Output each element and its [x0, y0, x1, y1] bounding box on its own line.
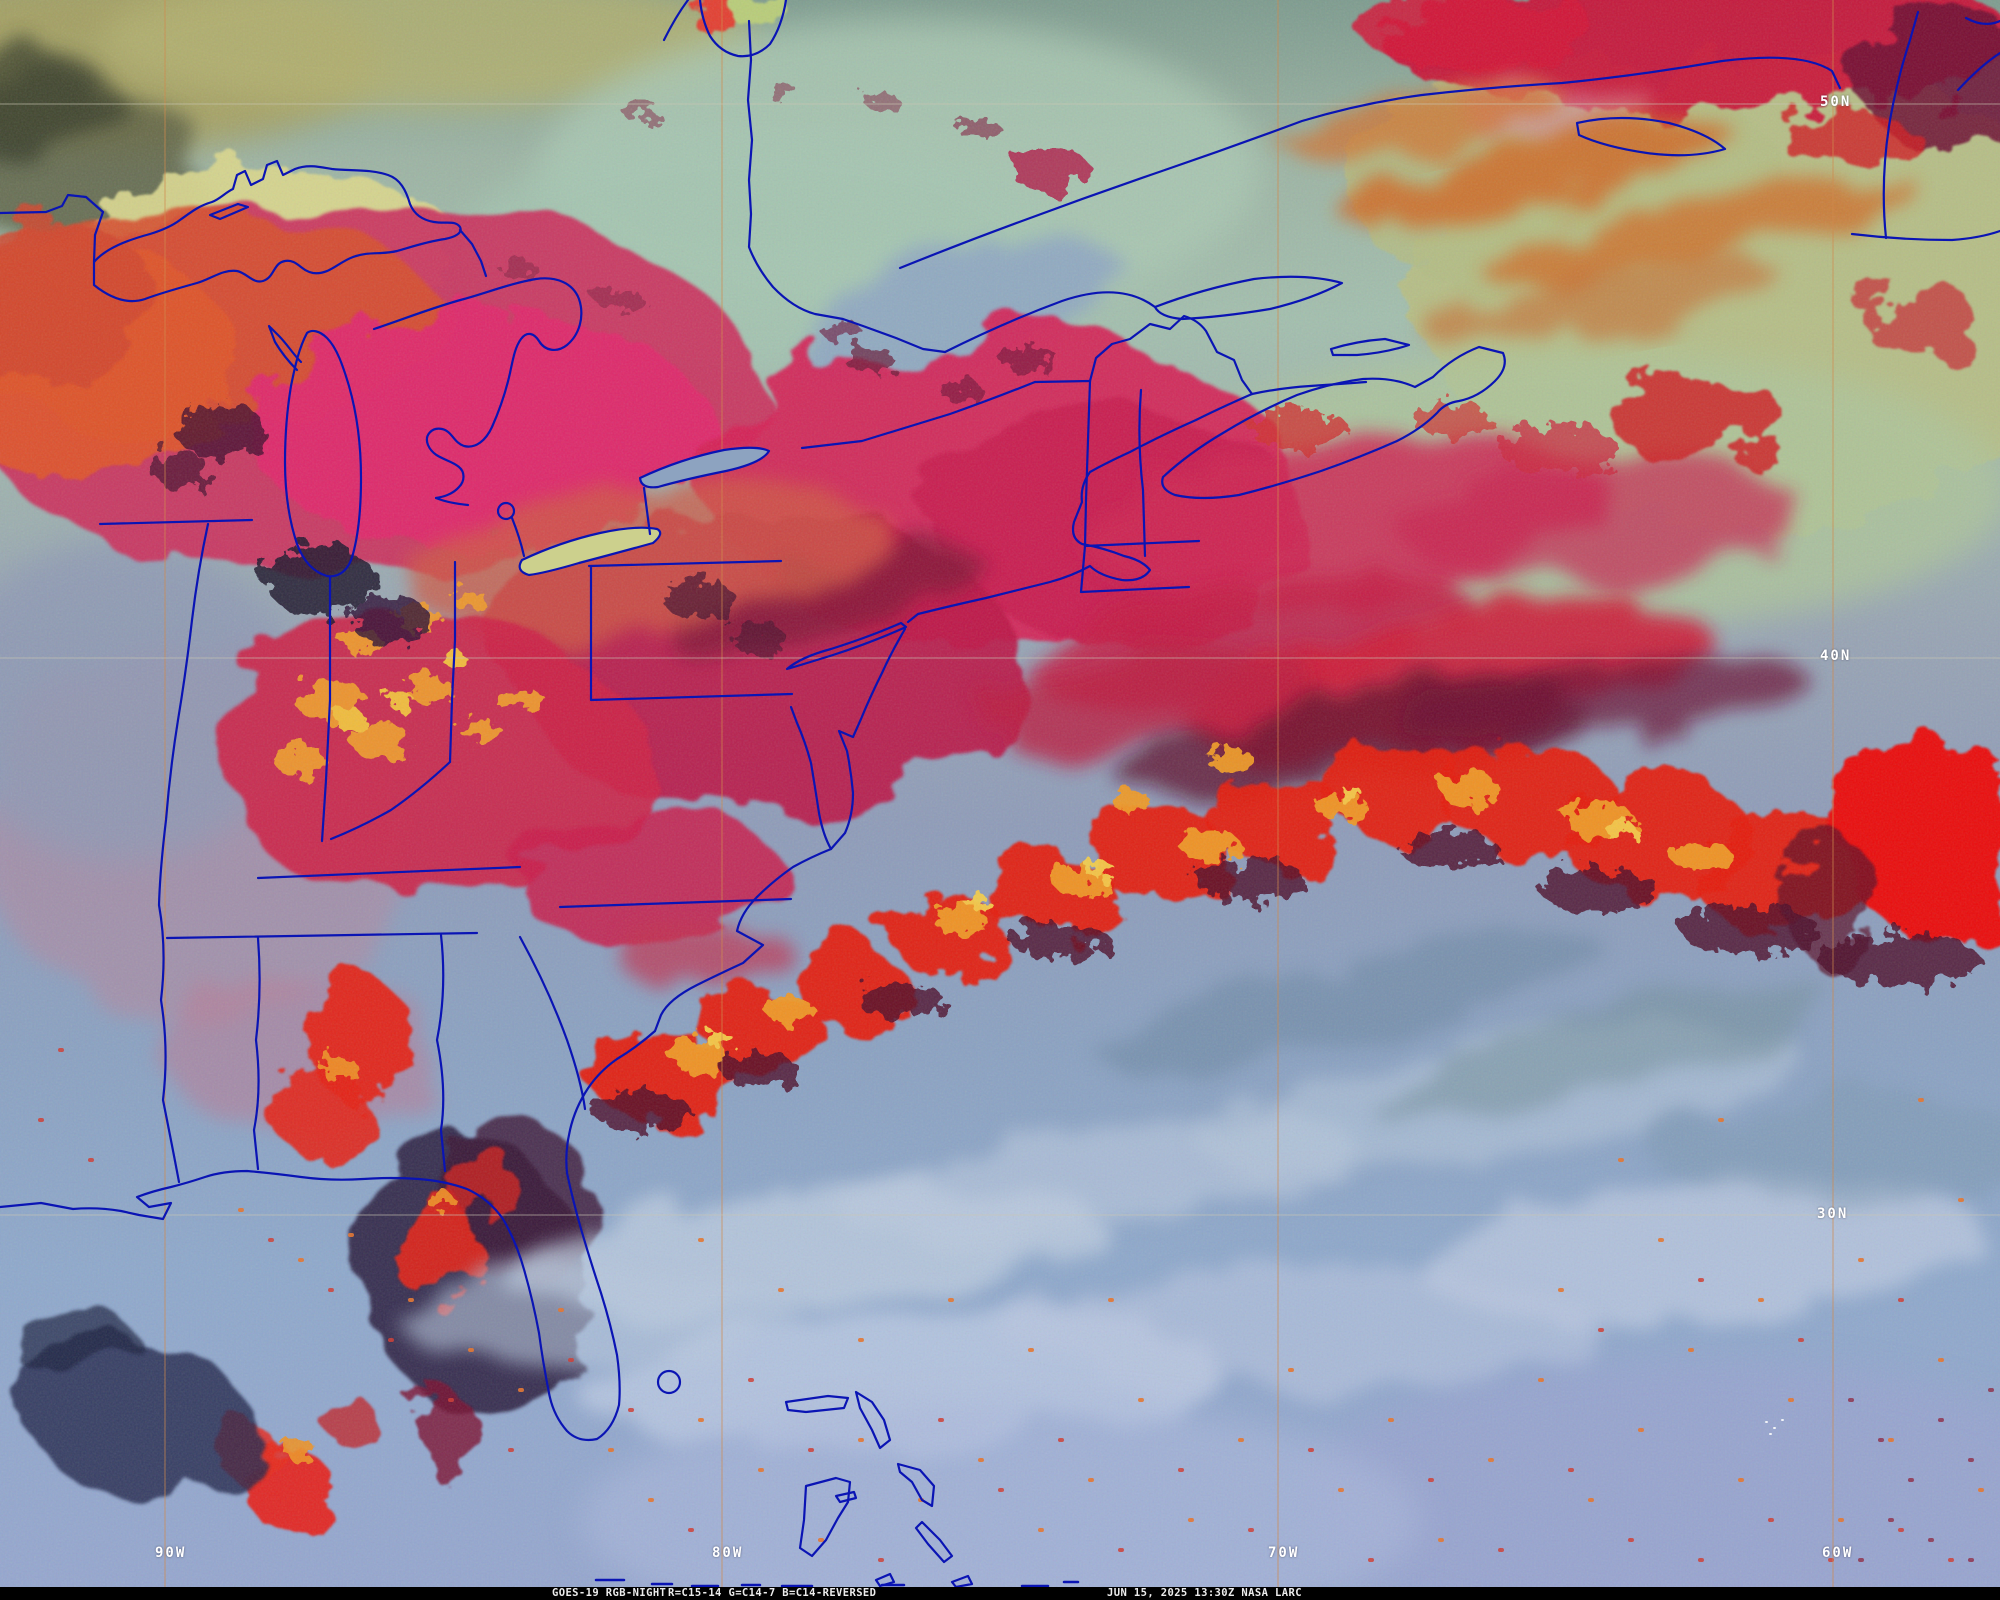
caption-rgb-recipe: R=C15-14 G=C14-7 B=C14-REVERSED: [668, 1587, 877, 1599]
lon-label-60w: 60W: [1822, 1545, 1854, 1561]
lat-label-40n: 40N: [1820, 648, 1852, 664]
lon-label-70w: 70W: [1268, 1545, 1300, 1561]
caption-timestamp-credit: JUN 15, 2025 13:30Z NASA LARC: [1107, 1587, 1302, 1599]
caption-bar: GOES-19 RGB-NIGHT R=C15-14 G=C14-7 B=C14…: [0, 1587, 2000, 1600]
lon-label-90w: 90W: [155, 1545, 187, 1561]
lat-label-50n: 50N: [1820, 94, 1852, 110]
lon-label-80w: 80W: [712, 1545, 744, 1561]
caption-product: GOES-19 RGB-NIGHT: [552, 1587, 667, 1599]
lat-label-30n: 30N: [1817, 1206, 1849, 1222]
